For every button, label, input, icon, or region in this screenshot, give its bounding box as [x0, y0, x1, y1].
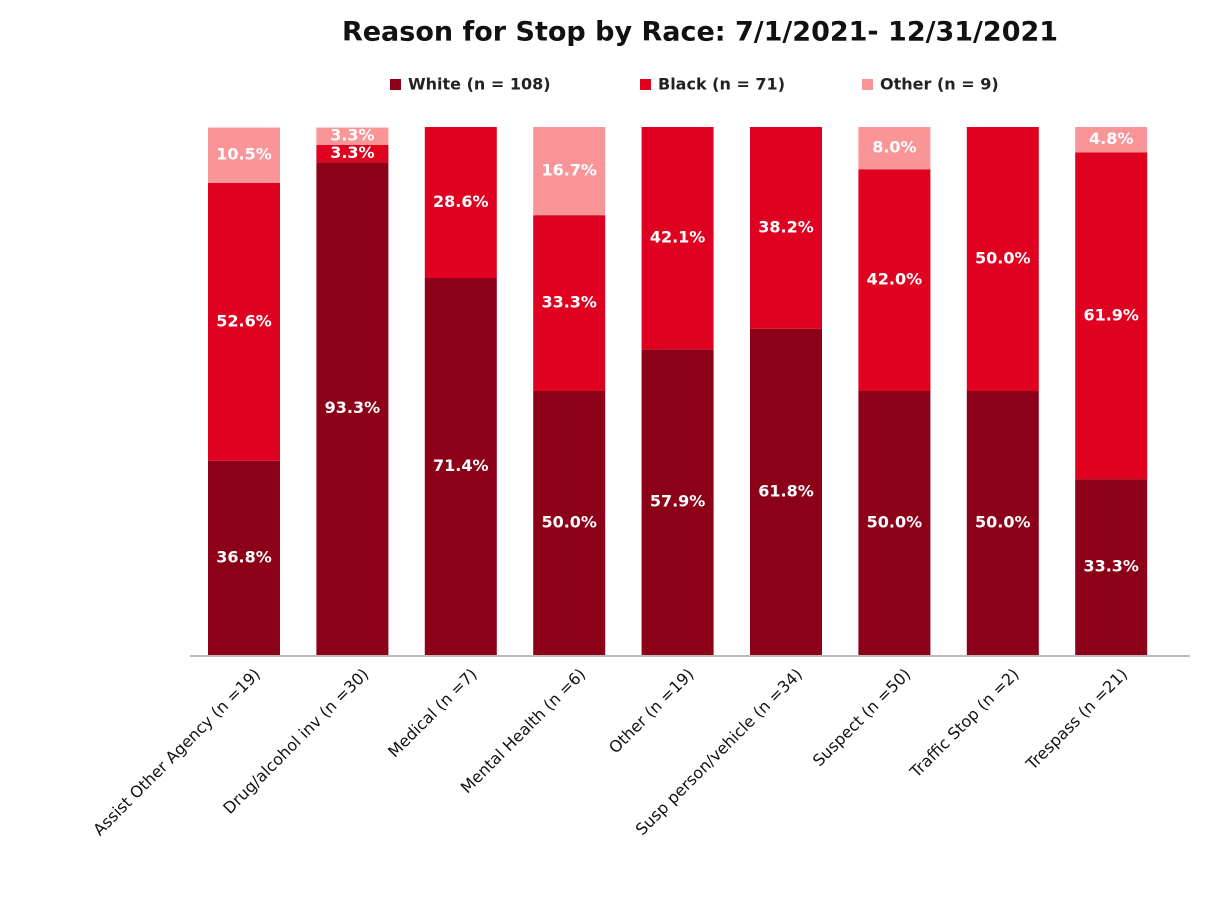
- data-label: 57.9%: [650, 492, 706, 511]
- data-label: 61.8%: [758, 481, 814, 500]
- x-tick-label: Suspect (n =50): [809, 665, 915, 771]
- x-tick-label: Mental Health (n =6): [457, 665, 589, 797]
- x-tick-label: Other (n =19): [605, 665, 698, 758]
- bar-segment: [641, 349, 714, 655]
- data-label: 93.3%: [325, 398, 381, 417]
- bar-segment: [858, 169, 931, 391]
- chart-title: Reason for Stop by Race: 7/1/2021- 12/31…: [342, 17, 1058, 48]
- data-label: 61.9%: [1083, 305, 1139, 324]
- bar-segment: [966, 391, 1039, 655]
- bar-segment: [208, 460, 280, 655]
- data-label: 8.0%: [872, 138, 916, 157]
- bar-segment: [424, 127, 497, 279]
- legend-swatch: [390, 79, 401, 90]
- bar-segment: [641, 127, 714, 350]
- legend-label: Other (n = 9): [880, 75, 999, 94]
- data-label: 52.6%: [216, 311, 272, 330]
- data-label: 33.3%: [541, 293, 597, 312]
- legend-label: Black (n = 71): [658, 75, 785, 94]
- data-label: 3.3%: [330, 126, 374, 145]
- bar-segment: [750, 127, 822, 329]
- bar-segment: [966, 127, 1039, 391]
- data-label: 50.0%: [867, 513, 923, 532]
- bar-segment: [1075, 479, 1148, 655]
- data-label: 42.0%: [867, 270, 923, 289]
- data-label: 28.6%: [433, 192, 489, 211]
- data-label: 42.1%: [650, 228, 706, 247]
- bar-segment: [208, 127, 280, 183]
- data-label: 3.3%: [330, 143, 374, 162]
- data-label: 16.7%: [541, 161, 597, 180]
- legend-label: White (n = 108): [408, 75, 551, 94]
- x-tick-label: Traffic Stop (n =2): [905, 665, 1022, 782]
- data-label: 10.5%: [216, 145, 272, 164]
- bar-segment: [858, 391, 931, 655]
- bar-segment: [533, 127, 606, 216]
- legend-swatch: [640, 79, 651, 90]
- legend-swatch: [862, 79, 873, 90]
- bar-segment: [424, 278, 497, 655]
- data-label: 50.0%: [975, 249, 1031, 268]
- bar-segment: [858, 127, 931, 170]
- bar-segment: [316, 144, 389, 163]
- data-label: 71.4%: [433, 456, 489, 475]
- data-label: 4.8%: [1089, 129, 1133, 148]
- data-label: 38.2%: [758, 217, 814, 236]
- bar-segment: [316, 162, 389, 655]
- x-tick-label: Assist Other Agency (n =19): [89, 665, 264, 840]
- bar-segment: [316, 127, 389, 145]
- data-label: 50.0%: [541, 513, 597, 532]
- data-label: 36.8%: [216, 547, 272, 566]
- x-tick-label: Trespass (n =21): [1022, 665, 1132, 775]
- bar-segment: [208, 182, 280, 461]
- data-label: 50.0%: [975, 513, 1031, 532]
- bar-segment: [750, 328, 822, 655]
- data-label: 33.3%: [1083, 557, 1139, 576]
- bar-segment: [1075, 127, 1148, 153]
- x-tick-label: Medical (n =7): [384, 665, 481, 762]
- bar-segment: [533, 215, 606, 391]
- bar-segment: [1075, 152, 1148, 480]
- bar-segment: [533, 391, 606, 655]
